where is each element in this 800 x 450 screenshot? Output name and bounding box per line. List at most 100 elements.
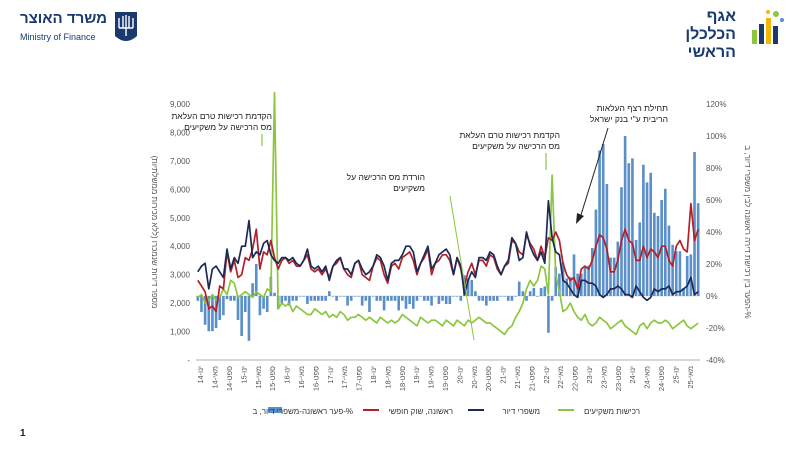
series-line-first-home (197, 202, 700, 313)
x-tick-label: מאי-15 (254, 366, 263, 389)
gap-bar (609, 257, 612, 296)
x-tick-label: ספט-17 (355, 366, 364, 391)
gap-bar (521, 291, 525, 296)
gap-bar (254, 264, 258, 296)
annotation-2-arrow (449, 195, 475, 341)
gap-bar (280, 296, 284, 304)
x-tick-label: ספט-19 (441, 366, 450, 391)
gap-bar (243, 296, 247, 312)
x-tick-label: ספט-21 (527, 366, 536, 391)
left-tick-label: 3,000 (170, 271, 191, 280)
legend-label-mortgages: משפרי דיור (502, 407, 540, 416)
x-tick-label: ספט-18 (398, 366, 407, 391)
series-lines (197, 91, 700, 336)
gap-bar (477, 296, 481, 301)
gap-bar (532, 288, 536, 296)
gap-bar (273, 292, 276, 296)
gap-bar (338, 296, 342, 297)
chart-legend: פער ראשונה-משפרי דיור, ב-% ראשונה, שוק ח… (252, 407, 640, 416)
gap-bar (671, 244, 674, 296)
gap-bar (474, 291, 477, 296)
right-tick-label: 0% (706, 292, 718, 301)
gap-bar (422, 296, 426, 301)
right-tick-label: 40% (706, 228, 722, 237)
gap-bar (682, 288, 685, 296)
gap-bar (583, 267, 587, 296)
gap-bar (645, 182, 649, 296)
x-tick-label: מאי-16 (297, 366, 306, 389)
x-tick-label: מאי-24 (643, 366, 652, 389)
annotation-1: הקדמת רכישות טרם העלאת מס הרכישה על משקי… (171, 111, 272, 146)
gap-bar (313, 296, 317, 301)
gap-bar (364, 296, 368, 301)
gap-bar (525, 296, 528, 301)
ministry-name-en: Ministry of Finance (20, 32, 96, 42)
x-tick-label: ינו-20 (455, 366, 464, 384)
x-tick-label: ינו-17 (326, 366, 335, 384)
x-tick-label: ינו-25 (671, 366, 680, 384)
gap-bar (587, 265, 590, 296)
gap-bar (251, 283, 254, 296)
gap-bar (547, 296, 550, 333)
gap-bar (346, 296, 349, 306)
x-tick-label: ספט-23 (614, 366, 623, 391)
gap-bar (678, 251, 682, 296)
gap-bar (240, 296, 243, 336)
gap-bar (663, 188, 667, 296)
gap-bar (430, 296, 433, 306)
gap-bar (558, 273, 561, 296)
x-tick-label: ספט-16 (311, 366, 320, 391)
gap-bar (459, 296, 463, 301)
x-tick-label: ספט-15 (268, 366, 277, 391)
left-tick-label: - (187, 356, 190, 365)
gap-bar (196, 296, 200, 301)
gap-bar (317, 296, 320, 301)
x-tick-label: ינו-15 (239, 366, 248, 384)
gap-bar (631, 158, 634, 296)
annotation-1-line-1: הקדמת רכישות טרם העלאת (171, 111, 272, 121)
gap-bar (495, 296, 499, 301)
gap-bar (693, 152, 696, 296)
gap-bar (262, 296, 265, 309)
gap-bar (510, 296, 514, 301)
gap-bar (448, 296, 452, 304)
gap-bar (689, 254, 693, 296)
gap-bar (419, 296, 422, 297)
gap-bar (426, 296, 430, 301)
ministry-name-he: משרד האוצר (20, 10, 108, 27)
gap-bar (211, 296, 214, 332)
gap-bar (331, 296, 335, 297)
right-tick-label: 120% (706, 100, 726, 109)
annotation-4-line-2: הריבית ע"י בנק ישראל (590, 114, 668, 124)
annotation-3: הקדמת רכישות טרם העלאת מס הרכישה על משקי… (459, 130, 560, 170)
left-tick-label: 7,000 (170, 157, 191, 166)
gap-bar (506, 296, 510, 301)
left-tick-label: 4,000 (170, 242, 191, 251)
gap-bar (233, 296, 236, 301)
x-tick-label: ינו-23 (585, 366, 594, 384)
gap-bar (284, 296, 287, 301)
department-logo: אגף הכלכלן הראשי (642, 6, 792, 61)
gap-bar (517, 281, 521, 296)
legend-label-first-home: ראשונה, שוק חופשי (388, 407, 453, 416)
gap-bar (433, 296, 437, 297)
x-tick-label: ספט-22 (571, 366, 580, 391)
department-line-1: אגף (706, 8, 736, 25)
gap-bar (236, 296, 240, 320)
gap-bar (368, 296, 371, 312)
gap-bar (375, 296, 379, 301)
gap-bar (295, 296, 298, 301)
series-line-mortgages (197, 199, 699, 302)
chart-axes: - 1,000 2,000 3,000 4,000 5,000 6,000 7,000 8,00… (170, 100, 727, 391)
gap-bar (565, 278, 569, 296)
x-tick-label: מאי-22 (556, 366, 565, 389)
x-tick-label: מאי-20 (470, 366, 479, 389)
gap-bar (360, 296, 364, 306)
annotation-2: הורדת מס הרכישה על משקיעים (347, 172, 475, 341)
annotation-2-line-1: הורדת מס הרכישה על (347, 172, 425, 182)
gap-bar (554, 267, 558, 296)
gap-bar (229, 296, 233, 301)
gap-bar (470, 280, 474, 296)
gap-bar (444, 296, 448, 304)
